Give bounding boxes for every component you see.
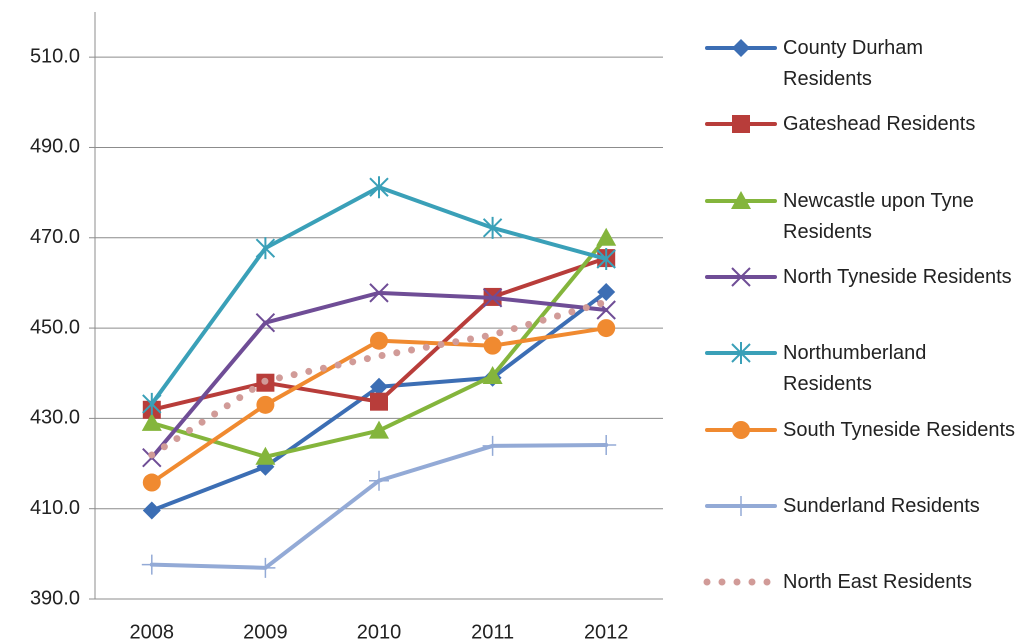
marker	[731, 191, 751, 209]
y-tick-label: 470.0	[30, 226, 80, 248]
marker	[732, 421, 750, 439]
series-line	[149, 185, 609, 406]
marker	[369, 176, 389, 199]
legend-label: Sunderland Residents	[783, 495, 980, 517]
legend-label: Northumberland Residents	[783, 342, 927, 395]
x-tick-label: 2011	[471, 621, 514, 643]
marker	[255, 312, 276, 333]
y-tick-label: 390.0	[30, 587, 80, 609]
marker	[732, 39, 750, 57]
marker	[482, 435, 503, 456]
marker	[256, 395, 275, 414]
x-tick-label: 2010	[357, 621, 402, 643]
marker	[597, 319, 616, 338]
marker	[370, 392, 388, 411]
legend-label: Gateshead Residents	[783, 113, 976, 135]
marker	[141, 554, 162, 575]
marker	[731, 342, 751, 364]
marker	[482, 365, 503, 384]
legend-label: Newcastle upon Tyne Residents	[783, 190, 974, 243]
legend-label: South Tyneside Residents	[783, 419, 1016, 441]
marker	[482, 288, 503, 308]
marker	[596, 435, 617, 456]
marker	[482, 216, 503, 239]
marker	[731, 267, 751, 287]
y-tick-label: 450.0	[30, 316, 80, 338]
marker	[596, 247, 616, 270]
marker	[142, 392, 162, 415]
legend-label: North Tyneside Residents	[783, 266, 1012, 288]
marker	[483, 336, 502, 355]
x-tick-label: 2009	[243, 621, 288, 643]
marker	[732, 115, 750, 133]
marker	[142, 501, 161, 520]
marker	[369, 420, 389, 439]
marker	[370, 377, 388, 396]
marker	[255, 446, 276, 465]
marker	[369, 283, 389, 303]
marker	[142, 473, 161, 492]
marker	[370, 331, 388, 350]
marker	[597, 282, 616, 301]
series-line	[148, 298, 610, 459]
marker	[255, 557, 276, 578]
y-tick-label: 430.0	[30, 407, 80, 429]
y-tick-label: 510.0	[30, 45, 80, 67]
marker	[731, 496, 751, 516]
legend-label: County Durham Residents	[783, 37, 924, 90]
series-line	[149, 443, 609, 570]
legend-label: North East Residents	[783, 571, 972, 593]
marker	[255, 237, 276, 260]
x-tick-label: 2012	[584, 621, 629, 643]
marker	[369, 470, 389, 491]
y-tick-label: 490.0	[30, 136, 80, 158]
y-tick-label: 410.0	[30, 497, 80, 519]
marker	[141, 412, 162, 431]
x-tick-label: 2008	[130, 621, 175, 643]
marker	[596, 227, 617, 246]
